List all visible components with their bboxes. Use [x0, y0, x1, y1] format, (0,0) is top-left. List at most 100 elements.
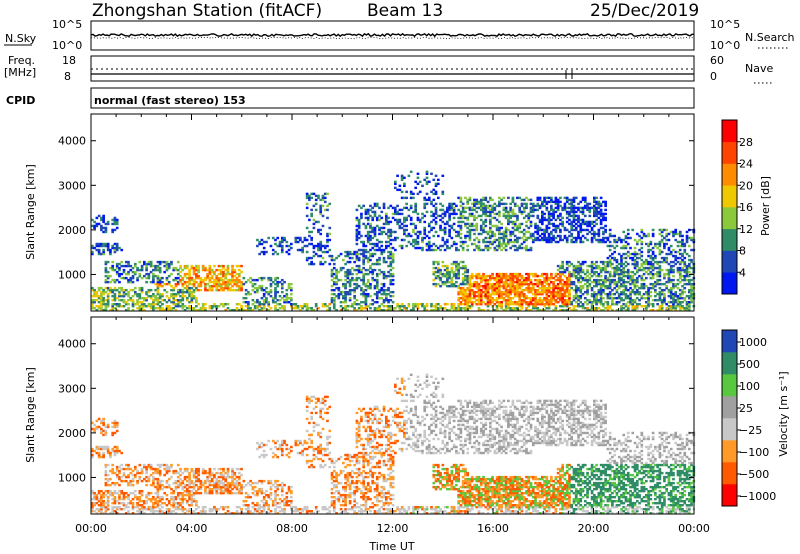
power-cell: [427, 248, 431, 252]
power-cell: [258, 308, 261, 312]
power-cell: [516, 224, 519, 228]
power-cell: [572, 270, 576, 274]
power-cell: [534, 236, 537, 240]
power-cell: [613, 292, 617, 296]
power-cell: [156, 282, 160, 286]
power-cell: [120, 304, 124, 308]
power-cell: [172, 292, 176, 296]
power-cell: [461, 292, 465, 296]
power-cell: [674, 262, 678, 266]
power-cell: [154, 274, 157, 278]
power-cell: [357, 306, 361, 310]
power-cell: [172, 268, 176, 272]
power-cell: [434, 216, 438, 220]
power-cell: [599, 298, 603, 302]
power-cell: [500, 198, 503, 202]
power-cell: [572, 308, 576, 312]
power-cell: [608, 262, 612, 266]
power-cell: [158, 282, 162, 286]
power-cell: [622, 288, 626, 292]
power-cell: [522, 216, 526, 220]
power-cell: [192, 294, 196, 298]
power-cell: [552, 216, 555, 220]
power-cell: [486, 230, 490, 234]
power-cell: [631, 290, 635, 294]
power-cell: [389, 228, 393, 232]
power-cell: [672, 300, 675, 304]
power-cell: [511, 284, 515, 288]
power-cell: [590, 264, 594, 268]
power-cell: [495, 282, 499, 286]
power-cell: [563, 298, 567, 302]
power-cell: [545, 294, 549, 298]
power-cell: [414, 210, 418, 214]
power-cell: [382, 290, 386, 294]
power-cell: [527, 288, 531, 292]
power-cell: [450, 270, 454, 274]
power-cell: [620, 278, 623, 282]
power-cell: [355, 286, 359, 290]
power-cell: [206, 282, 209, 286]
power-cell: [561, 272, 564, 276]
power-cell: [199, 284, 203, 288]
power-cell: [613, 274, 617, 278]
power-cell: [473, 300, 476, 304]
power-cell: [109, 274, 112, 278]
power-cell: [538, 218, 542, 222]
power-cell: [516, 294, 519, 298]
power-cell: [366, 280, 370, 284]
power-cell: [405, 224, 408, 228]
power-cell: [484, 302, 488, 306]
power-cell: [518, 246, 522, 250]
power-cell: [344, 290, 347, 294]
power-cell: [593, 230, 596, 234]
power-cell: [604, 230, 607, 234]
power-cell: [477, 240, 481, 244]
power-cell: [563, 290, 567, 294]
power-cell: [502, 280, 506, 284]
power-cell: [104, 302, 108, 306]
power-cell: [545, 200, 549, 204]
power-cell: [638, 302, 641, 306]
power-cell: [452, 202, 456, 206]
power-cell: [509, 302, 512, 306]
power-cell: [570, 224, 574, 228]
power-cell: [635, 262, 639, 266]
power-cell: [459, 196, 463, 200]
power-cell: [394, 206, 397, 210]
power-cell: [371, 268, 375, 272]
power-cell: [382, 292, 386, 296]
cpid-panel: CPID normal (fast stereo) 153: [6, 87, 695, 109]
power-cell: [362, 258, 366, 262]
power-cell: [656, 272, 659, 276]
power-cell: [398, 244, 402, 248]
power-cell: [457, 286, 460, 290]
power-cell: [477, 206, 481, 210]
power-cell: [305, 202, 309, 206]
power-cell: [432, 188, 436, 192]
power-cell: [251, 298, 255, 302]
power-cell: [658, 274, 662, 278]
power-cell: [100, 300, 103, 304]
power-cell: [482, 206, 485, 210]
colorbar-tick-label: 16: [739, 201, 753, 214]
power-cell: [179, 278, 182, 282]
power-cell: [577, 302, 580, 306]
power-cell: [640, 246, 644, 250]
power-cell: [190, 278, 194, 282]
power-cell: [369, 302, 372, 306]
power-cell: [676, 286, 680, 290]
velocity-cell: [115, 481, 119, 485]
power-cell: [622, 280, 626, 284]
power-cell: [231, 272, 234, 276]
power-cell: [493, 216, 497, 220]
power-cell: [301, 246, 304, 250]
power-cell: [384, 246, 388, 250]
power-cell: [305, 238, 309, 242]
power-cell: [509, 206, 512, 210]
power-cell: [561, 298, 564, 302]
power-cell: [538, 204, 542, 208]
power-cell: [332, 292, 336, 296]
power-cell: [645, 308, 648, 312]
power-cell: [204, 288, 207, 292]
